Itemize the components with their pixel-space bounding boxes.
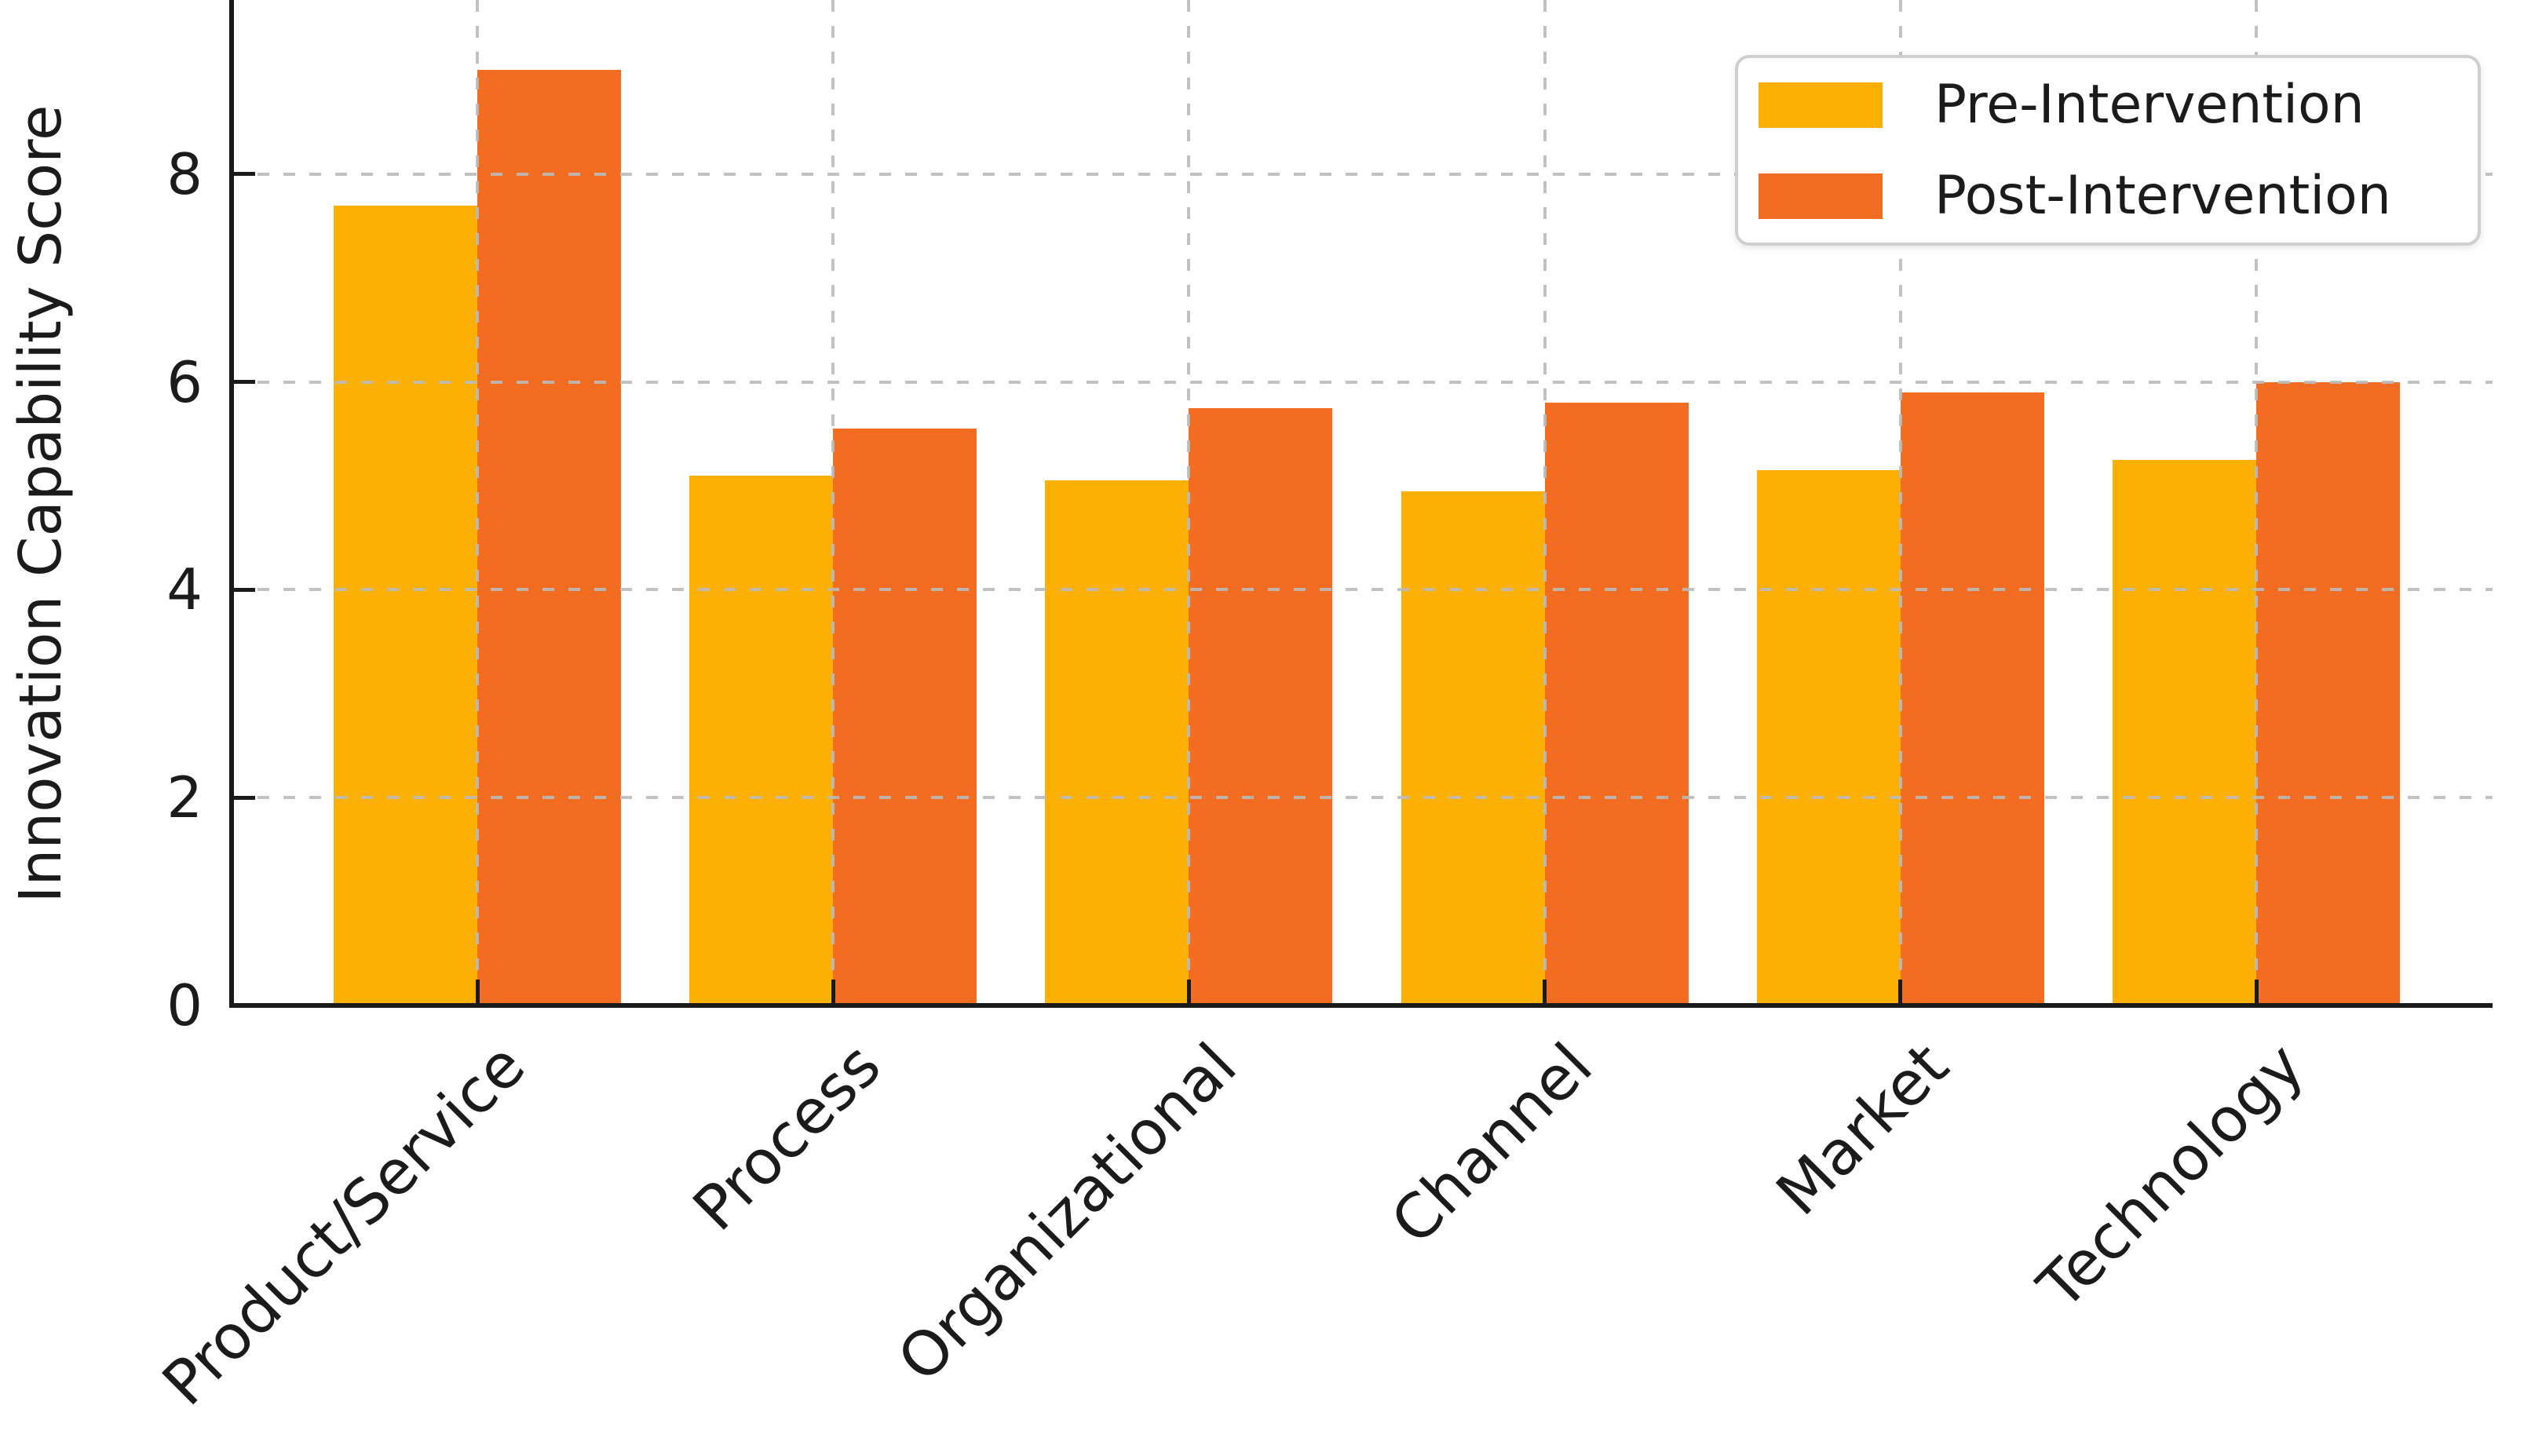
bar-post-intervention-process [833, 429, 977, 1005]
bar-pre-intervention-market [1756, 470, 1901, 1005]
x-category-label-market: Market [1762, 1030, 1963, 1229]
y-tick-label-4: 4 [166, 556, 203, 623]
bar-pre-intervention-process [689, 475, 834, 1005]
bar-pre-intervention-product-service [334, 205, 477, 1005]
x-category-label-product-service: Product/Service [149, 1030, 539, 1420]
y-tick-label-0: 0 [166, 972, 203, 1038]
bar-pre-intervention-organizational [1045, 480, 1189, 1005]
bar-post-intervention-channel [1544, 403, 1689, 1005]
x-category-label-technology: Technology [2025, 1030, 2318, 1323]
legend-item-post: Post-Intervention [1759, 164, 2478, 227]
y-tick-label-2: 2 [166, 764, 203, 831]
legend: Pre-Intervention Post-Intervention [1735, 55, 2481, 246]
legend-item-pre: Pre-Intervention [1759, 78, 2478, 132]
bar-post-intervention-product-service [477, 70, 621, 1005]
x-category-label-process: Process [680, 1030, 895, 1245]
legend-label-post-intervention: Post-Intervention [1934, 164, 2391, 227]
bar-pre-intervention-channel [1401, 491, 1545, 1005]
y-tick-label-8: 8 [166, 140, 203, 207]
x-category-label-channel: Channel [1378, 1030, 1606, 1258]
legend-label-pre-intervention: Pre-Intervention [1934, 73, 2365, 136]
x-category-label-organizational: Organizational [885, 1030, 1251, 1396]
y-axis-spine [229, 0, 234, 1008]
legend-swatch-post-intervention [1759, 173, 1883, 219]
legend-swatch-pre-intervention [1759, 82, 1883, 128]
y-tick-0 [233, 1003, 255, 1008]
y-tick-label-6: 6 [166, 348, 203, 415]
bar-post-intervention-technology [2256, 381, 2400, 1005]
x-axis-spine [229, 1003, 2493, 1008]
bar-pre-intervention-technology [2113, 459, 2256, 1005]
bar-post-intervention-market [1900, 392, 2044, 1005]
bar-post-intervention-organizational [1189, 407, 1333, 1005]
